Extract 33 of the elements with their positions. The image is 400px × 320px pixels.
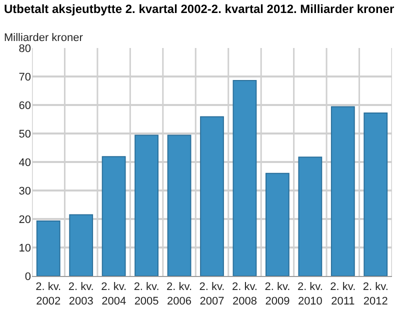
- bar: [167, 134, 192, 276]
- y-tick-label: 70: [18, 71, 31, 84]
- bar: [134, 134, 158, 276]
- y-tick-label: 80: [18, 42, 31, 55]
- bar: [69, 214, 94, 276]
- y-axis-title: Milliarder kroner: [4, 32, 84, 44]
- chart-title: Utbetalt aksjeutbytte 2. kvartal 2002-2. kvartal 2012. Milliarder kroner: [4, 2, 395, 16]
- y-tick-label: 40: [18, 156, 31, 169]
- bar: [200, 116, 224, 276]
- bar: [330, 106, 355, 276]
- y-tick-label: 50: [18, 128, 31, 140]
- x-tick-label: 2. kv. 2006: [166, 281, 192, 308]
- x-tick-label: 2. kv. 2005: [134, 281, 160, 308]
- x-tick-label: 2. kv. 2010: [297, 281, 323, 308]
- bar: [36, 220, 60, 276]
- bar: [298, 156, 322, 276]
- x-tick-label: 2. kv. 2011: [330, 281, 356, 308]
- y-tick-label: 10: [18, 242, 31, 254]
- bar: [102, 156, 126, 276]
- bar: [364, 112, 388, 276]
- x-tick-label: 2. kv. 2004: [101, 281, 127, 308]
- y-tick-label: 60: [18, 100, 31, 112]
- bar: [232, 80, 257, 276]
- x-tick-label: 2. kv. 2007: [199, 281, 225, 308]
- y-tick-label: 30: [18, 185, 31, 198]
- x-tick-label: 2. kv. 2008: [232, 281, 258, 308]
- y-tick-label: 20: [18, 214, 31, 226]
- x-tick-label: 2. kv. 2009: [264, 281, 290, 308]
- x-tick-label: 2. kv. 2012: [362, 281, 388, 308]
- bar: [266, 172, 290, 276]
- x-tick-label: 2. kv. 2003: [68, 281, 94, 308]
- y-tick-label: 0: [24, 270, 31, 283]
- x-tick-label: 2. kv. 2002: [36, 281, 62, 308]
